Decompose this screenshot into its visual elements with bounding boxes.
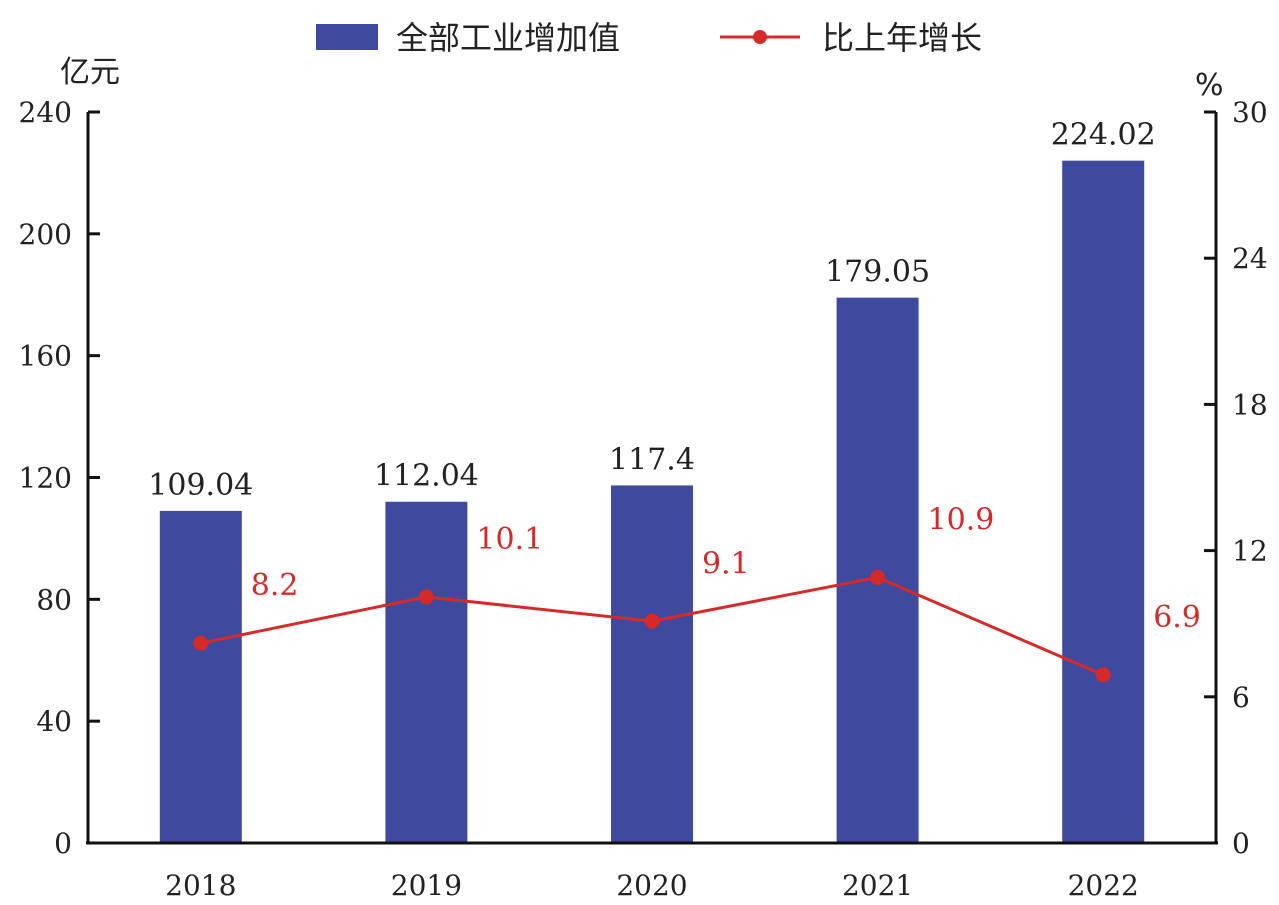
bar-value-label-2018: 109.04	[148, 468, 253, 503]
growth-value-label-2022: 6.9	[1153, 600, 1201, 635]
legend-bar-swatch	[316, 24, 378, 50]
legend-line-marker	[753, 30, 767, 44]
growth-point-2020	[644, 613, 660, 629]
left-tick-label-240: 240	[19, 96, 72, 129]
bar-2022	[1062, 160, 1145, 843]
x-tick-label-2020: 2020	[616, 869, 687, 902]
legend-bar-label: 全部工业增加值	[396, 19, 620, 57]
left-tick-label-80: 80	[36, 583, 72, 616]
growth-value-label-2021: 10.9	[928, 502, 995, 537]
bars: 109.04 112.04 117.4 179.05 224.02	[148, 118, 1156, 843]
x-tick-label-2019: 2019	[391, 869, 462, 902]
x-tick-label-2018: 2018	[165, 869, 236, 902]
left-tick-label-160: 160	[19, 340, 72, 373]
x-axis-ticks: 2018 2019 2020 2021 2022	[165, 869, 1139, 902]
left-axis-unit: 亿元	[60, 55, 120, 90]
bar-2018	[159, 510, 242, 843]
bar-2019	[385, 501, 468, 843]
right-tick-label-6: 6	[1232, 681, 1250, 714]
left-axis-ticks: 0 40 80 120 160 200 240	[19, 96, 100, 860]
legend-line-label: 比上年增长	[822, 19, 982, 57]
bar-2020	[611, 485, 693, 843]
growth-point-2021	[870, 569, 886, 585]
bar-value-label-2019: 112.04	[374, 459, 479, 494]
right-axis-unit: %	[1195, 68, 1224, 103]
growth-point-2022	[1095, 667, 1111, 683]
right-tick-label-0: 0	[1232, 827, 1250, 860]
bar-value-label-2021: 179.05	[825, 255, 930, 290]
right-tick-label-18: 18	[1232, 388, 1268, 421]
growth-value-label-2020: 9.1	[702, 546, 750, 581]
growth-point-2019	[418, 589, 434, 605]
legend: 全部工业增加值 比上年增长	[316, 19, 982, 57]
growth-point-2018	[193, 635, 209, 651]
left-tick-label-40: 40	[36, 705, 72, 738]
left-tick-label-0: 0	[54, 827, 72, 860]
x-tick-label-2022: 2022	[1068, 869, 1139, 902]
bar-value-label-2020: 117.4	[609, 442, 695, 477]
right-tick-label-30: 30	[1232, 96, 1268, 129]
left-tick-label-200: 200	[19, 218, 72, 251]
right-axis-ticks: 0 6 12 18 24 30	[1204, 96, 1268, 860]
x-tick-label-2021: 2021	[842, 869, 913, 902]
bar-value-label-2022: 224.02	[1051, 118, 1156, 153]
growth-value-label-2019: 10.1	[476, 522, 543, 557]
right-tick-label-24: 24	[1232, 242, 1268, 275]
growth-value-label-2018: 8.2	[251, 568, 299, 603]
right-tick-label-12: 12	[1232, 535, 1268, 568]
left-tick-label-120: 120	[19, 462, 72, 495]
growth-line-layer: 8.2 10.1 9.1 10.9 6.9	[193, 502, 1201, 683]
